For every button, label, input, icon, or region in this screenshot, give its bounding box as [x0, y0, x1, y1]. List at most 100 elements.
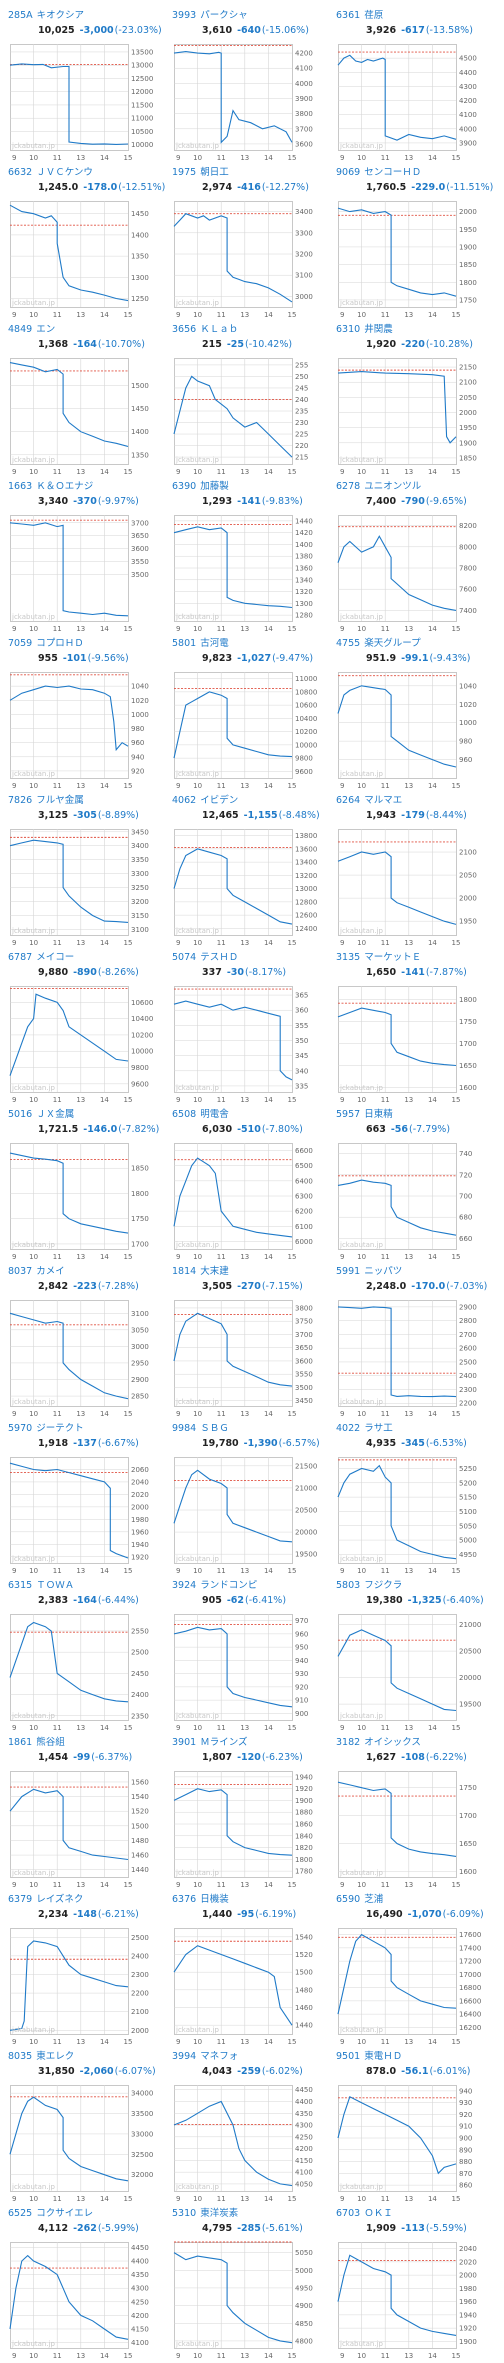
intraday-chart-link[interactable]: 9 10 11 13 14 15 1560 1540 1520 1500 1480 1460 1440 j…: [8, 1767, 168, 1889]
stock-code-link[interactable]: 3924: [172, 1580, 197, 1591]
intraday-chart-link[interactable]: 9 10 11 13 14 15 3400 3300 3200 3100 3000 jckabutan…: [172, 197, 332, 319]
stock-code-link[interactable]: 1814: [172, 1266, 197, 1277]
stock-name-link[interactable]: コクサイエレ: [36, 2208, 94, 2219]
intraday-chart-link[interactable]: 9 10 11 13 14 15 2060 2040 2020 2000 1980 1960 1940 1…: [8, 1453, 168, 1575]
stock-code-link[interactable]: 3182: [336, 1737, 361, 1748]
stock-code-link[interactable]: 5016: [8, 1109, 33, 1120]
stock-name-link[interactable]: ＪＸ金属: [36, 1109, 75, 1120]
intraday-chart-link[interactable]: 9 10 11 13 14 15 1450 1400 1350 1300 1250 jckabutan…: [8, 197, 168, 319]
intraday-chart-link[interactable]: 9 10 11 13 14 15 940 930 920 910 900 890 880 870 860 jc…: [336, 2081, 496, 2203]
stock-name-link[interactable]: Ｍラインズ: [200, 1737, 248, 1748]
stock-name-link[interactable]: ラサ工: [364, 1423, 393, 1434]
stock-name-link[interactable]: センコーＨＤ: [364, 167, 422, 178]
stock-name-link[interactable]: キオクシア: [36, 10, 84, 21]
intraday-chart-link[interactable]: 9 10 11 13 14 15 1940 1920 1900 1880 1860 1840 1820 1…: [172, 1767, 332, 1889]
stock-code-link[interactable]: 5074: [172, 952, 197, 963]
stock-code-link[interactable]: 285A: [8, 10, 33, 21]
stock-name-link[interactable]: 東電ＨＤ: [364, 2051, 403, 2062]
stock-name-link[interactable]: カメイ: [36, 1266, 65, 1277]
stock-name-link[interactable]: 芝浦: [364, 1894, 384, 1905]
intraday-chart-link[interactable]: 9 10 11 13 14 15 2000 1950 1900 1850 1800 1750 jckab…: [336, 197, 496, 319]
stock-code-link[interactable]: 7826: [8, 795, 33, 806]
stock-name-link[interactable]: 古河電: [200, 638, 229, 649]
stock-name-link[interactable]: 熊谷組: [36, 1737, 65, 1748]
stock-code-link[interactable]: 4755: [336, 638, 361, 649]
stock-code-link[interactable]: 5991: [336, 1266, 361, 1277]
stock-name-link[interactable]: ニッパツ: [364, 1266, 403, 1277]
stock-code-link[interactable]: 6315: [8, 1580, 33, 1591]
stock-name-link[interactable]: メイコー: [36, 952, 75, 963]
stock-code-link[interactable]: 9069: [336, 167, 361, 178]
intraday-chart-link[interactable]: 9 10 11 13 14 15 4450 4400 4350 4300 4250 4200 4150 4…: [172, 2081, 332, 2203]
stock-name-link[interactable]: ＯＫＩ: [364, 2208, 393, 2219]
intraday-chart-link[interactable]: 9 10 11 13 14 15 17600 17400 17200 17000 16800 1660…: [336, 1924, 496, 2046]
stock-name-link[interactable]: オイシックス: [364, 1737, 421, 1748]
stock-code-link[interactable]: 3135: [336, 952, 361, 963]
intraday-chart-link[interactable]: 9 10 11 13 14 15 970 960 950 940 930 920 910 900 jckab…: [172, 1610, 332, 1732]
stock-code-link[interactable]: 6379: [8, 1894, 33, 1905]
stock-code-link[interactable]: 7059: [8, 638, 33, 649]
stock-code-link[interactable]: 5970: [8, 1423, 33, 1434]
stock-name-link[interactable]: ＪＶＣケンウ: [36, 167, 93, 178]
stock-code-link[interactable]: 6390: [172, 481, 197, 492]
stock-code-link[interactable]: 6264: [336, 795, 361, 806]
intraday-chart-link[interactable]: 9 10 11 13 14 15 6600 6500 6400 6300 6200 6100 6000 j…: [172, 1139, 332, 1261]
intraday-chart-link[interactable]: 9 10 11 13 14 15 13800 13600 13400 13200 13000 1280…: [172, 825, 332, 947]
intraday-chart-link[interactable]: 9 10 11 13 14 15 1040 1020 1000 980 960 940 920 jckab…: [8, 668, 168, 790]
intraday-chart-link[interactable]: 9 10 11 13 14 15 255 250 245 240 235 230 225 220 215 jc…: [172, 354, 332, 476]
stock-code-link[interactable]: 5957: [336, 1109, 361, 1120]
stock-code-link[interactable]: 6590: [336, 1894, 361, 1905]
intraday-chart-link[interactable]: 9 10 11 13 14 15 3700 3650 3600 3550 3500 jckabutan…: [8, 511, 168, 633]
stock-name-link[interactable]: レイズネク: [36, 1894, 84, 1905]
stock-name-link[interactable]: イビデン: [200, 795, 239, 806]
intraday-chart-link[interactable]: 9 10 11 13 14 15 1800 1750 1700 1650 1600 jckabutan…: [336, 982, 496, 1104]
stock-code-link[interactable]: 6278: [336, 481, 361, 492]
stock-name-link[interactable]: マーケットＥ: [364, 952, 422, 963]
intraday-chart-link[interactable]: 9 10 11 13 14 15 21500 21000 20500 20000 19500 jcka…: [172, 1453, 332, 1575]
intraday-chart-link[interactable]: 9 10 11 13 14 15 5250 5200 5150 5100 5050 5000 4950 j…: [336, 1453, 496, 1575]
stock-code-link[interactable]: 3993: [172, 10, 197, 21]
stock-code-link[interactable]: 6525: [8, 2208, 33, 2219]
stock-name-link[interactable]: 楽天グループ: [364, 638, 421, 649]
intraday-chart-link[interactable]: 9 10 11 13 14 15 2550 2500 2450 2400 2350 jckabutan…: [8, 1610, 168, 1732]
intraday-chart-link[interactable]: 9 10 11 13 14 15 1750 1700 1650 1600 jckabutan.jp: [336, 1767, 496, 1889]
intraday-chart-link[interactable]: 9 10 11 13 14 15 4200 4100 4000 3900 3800 3700 3600 j…: [172, 40, 332, 162]
stock-code-link[interactable]: 5801: [172, 638, 197, 649]
stock-code-link[interactable]: 6632: [8, 167, 33, 178]
intraday-chart-link[interactable]: 9 10 11 13 14 15 2100 2050 2000 1950 jckabutan.jp: [336, 825, 496, 947]
intraday-chart-link[interactable]: 9 10 11 13 14 15 21000 20500 20000 19500 jckabutan…: [336, 1610, 496, 1732]
intraday-chart-link[interactable]: 9 10 11 13 14 15 740 720 700 680 660 jckabutan.jp: [336, 1139, 496, 1261]
stock-code-link[interactable]: 6361: [336, 10, 361, 21]
stock-code-link[interactable]: 5803: [336, 1580, 361, 1591]
stock-code-link[interactable]: 6787: [8, 952, 33, 963]
stock-code-link[interactable]: 8037: [8, 1266, 33, 1277]
intraday-chart-link[interactable]: 9 10 11 13 14 15 1440 1420 1400 1380 1360 1340 1320 1…: [172, 511, 332, 633]
stock-name-link[interactable]: ＫＬａｂ: [200, 324, 239, 335]
intraday-chart-link[interactable]: 9 10 11 13 14 15 3100 3050 3000 2950 2900 2850 jckab…: [8, 1296, 168, 1418]
intraday-chart-link[interactable]: 9 10 11 13 14 15 1850 1800 1750 1700 jckabutan.jp: [8, 1139, 168, 1261]
stock-code-link[interactable]: 4062: [172, 795, 197, 806]
intraday-chart-link[interactable]: 9 10 11 13 14 15 8200 8000 7800 7600 7400 jckabutan…: [336, 511, 496, 633]
intraday-chart-link[interactable]: 9 10 11 13 14 15 3450 3400 3350 3300 3250 3200 3150 3…: [8, 825, 168, 947]
intraday-chart-link[interactable]: 9 10 11 13 14 15 2500 2400 2300 2200 2100 2000 jckab…: [8, 1924, 168, 2046]
intraday-chart-link[interactable]: 9 10 11 13 14 15 1040 1020 1000 980 960 jckabutan.j…: [336, 668, 496, 790]
stock-name-link[interactable]: 明電舎: [200, 1109, 229, 1120]
stock-name-link[interactable]: ユニオンツル: [364, 481, 422, 492]
stock-code-link[interactable]: 6376: [172, 1894, 197, 1905]
stock-name-link[interactable]: ジーテクト: [36, 1423, 84, 1434]
stock-name-link[interactable]: ＴＯＷＡ: [36, 1580, 75, 1591]
stock-code-link[interactable]: 1975: [172, 167, 197, 178]
intraday-chart-link[interactable]: 9 10 11 13 14 15 2040 2020 2000 1980 1960 1940 1920 1…: [336, 2238, 496, 2360]
stock-code-link[interactable]: 6703: [336, 2208, 361, 2219]
stock-code-link[interactable]: 5310: [172, 2208, 197, 2219]
stock-name-link[interactable]: フルヤ金属: [36, 795, 84, 806]
intraday-chart-link[interactable]: 9 10 11 13 14 15 365 360 355 350 345 340 335 jckabuta…: [172, 982, 332, 1104]
stock-name-link[interactable]: 日機装: [200, 1894, 229, 1905]
stock-name-link[interactable]: マネフォ: [200, 2051, 239, 2062]
stock-name-link[interactable]: マルマエ: [364, 795, 403, 806]
intraday-chart-link[interactable]: 9 10 11 13 14 15 1500 1450 1400 1350 jckabutan.jp: [8, 354, 168, 476]
stock-name-link[interactable]: 大末建: [200, 1266, 229, 1277]
stock-code-link[interactable]: 6310: [336, 324, 361, 335]
stock-code-link[interactable]: 1861: [8, 1737, 33, 1748]
stock-name-link[interactable]: コプロＨＤ: [36, 638, 84, 649]
